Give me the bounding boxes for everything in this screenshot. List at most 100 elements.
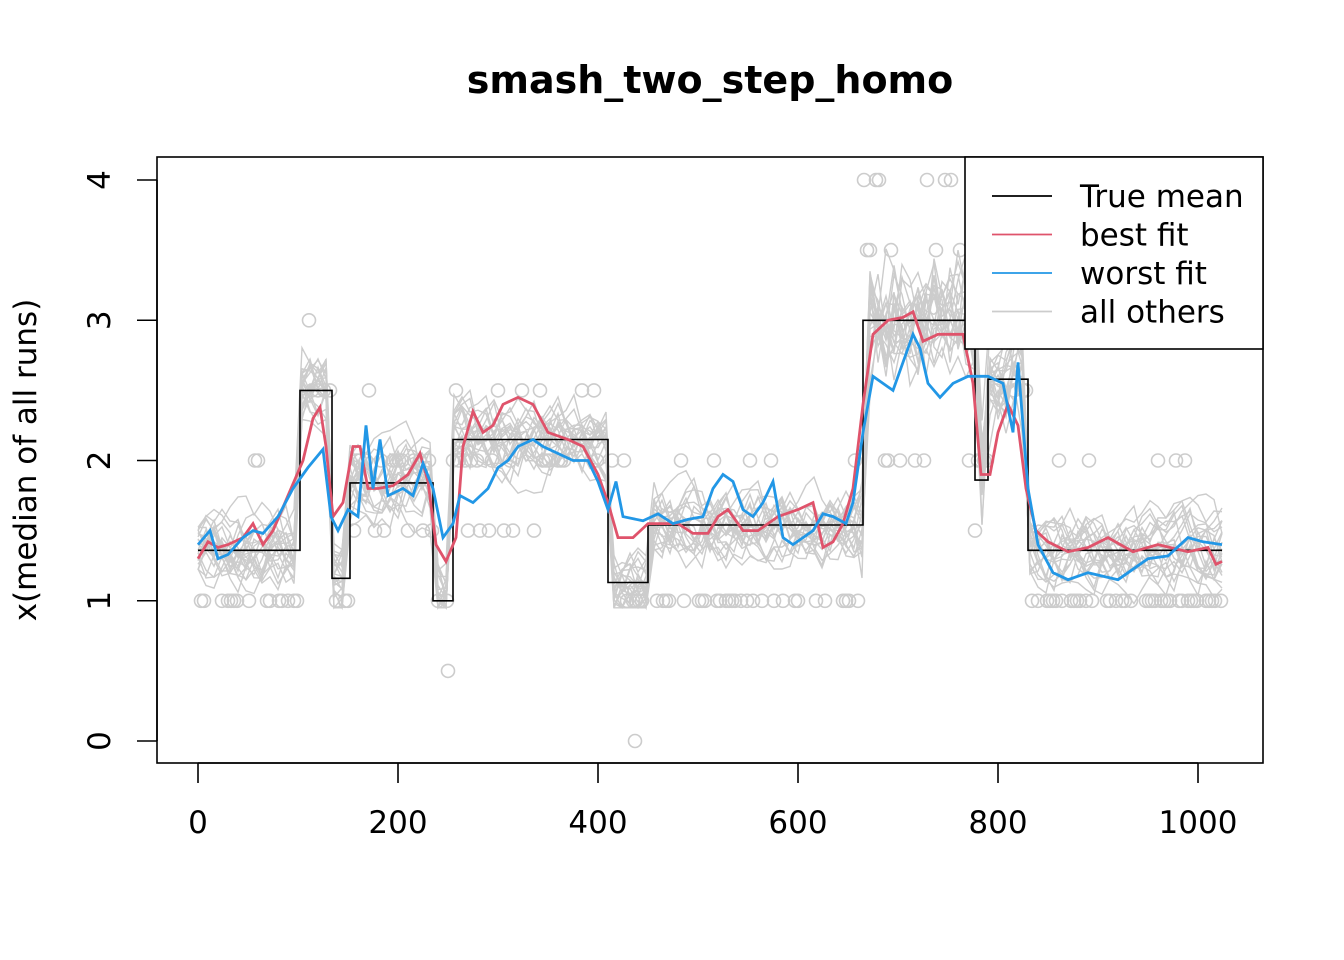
series-line-other <box>197 284 1223 592</box>
data-point <box>472 523 488 538</box>
x-tick-label: 800 <box>968 805 1027 841</box>
data-point <box>841 593 857 609</box>
data-point <box>808 593 824 609</box>
data-point <box>877 453 893 468</box>
data-point <box>697 593 713 609</box>
data-point <box>604 453 620 468</box>
data-point <box>490 383 506 398</box>
data-point <box>532 383 548 398</box>
data-point <box>262 593 278 609</box>
data-point <box>1162 593 1178 609</box>
data-point <box>1081 453 1097 468</box>
y-axis-label: x(median of all runs) <box>8 299 44 622</box>
data-point <box>340 593 356 609</box>
data-point <box>1024 593 1040 609</box>
data-point <box>862 242 878 258</box>
y-tick-label: 4 <box>82 170 118 190</box>
data-point <box>649 593 665 609</box>
data-point <box>928 242 944 258</box>
data-point <box>502 453 518 468</box>
data-point <box>627 733 643 749</box>
data-point <box>712 593 728 609</box>
data-point <box>457 453 473 468</box>
data-point <box>883 242 899 258</box>
data-point <box>394 453 410 468</box>
y-tick-label: 2 <box>82 451 118 471</box>
data-point <box>838 593 854 609</box>
data-point <box>673 453 689 468</box>
data-point <box>1078 593 1094 609</box>
data-point <box>1048 593 1064 609</box>
x-tick-label: 600 <box>768 805 827 841</box>
data-point <box>790 593 806 609</box>
legend-label: worst fit <box>1080 256 1207 292</box>
data-point <box>727 593 743 609</box>
data-point <box>440 663 456 679</box>
data-point <box>787 593 803 609</box>
data-point <box>868 172 884 188</box>
y-tick-label: 1 <box>82 591 118 611</box>
data-point <box>943 172 959 188</box>
data-point <box>1084 593 1100 609</box>
data-point <box>1189 593 1205 609</box>
data-point <box>856 172 872 188</box>
data-point <box>1054 593 1070 609</box>
x-tick-label: 400 <box>568 805 627 841</box>
data-point <box>937 172 953 188</box>
data-point <box>892 453 908 468</box>
data-point <box>376 523 392 538</box>
data-point <box>1108 593 1124 609</box>
y-tick-label: 3 <box>82 310 118 330</box>
data-point <box>880 453 896 468</box>
data-point <box>1168 453 1184 468</box>
data-point <box>484 453 500 468</box>
data-point <box>448 383 464 398</box>
data-point <box>1072 593 1088 609</box>
data-point <box>916 453 932 468</box>
series-line-best-fit <box>196 309 1223 567</box>
data-point <box>817 593 833 609</box>
data-point <box>1117 593 1133 609</box>
data-point <box>694 593 710 609</box>
data-point <box>229 593 245 609</box>
data-point <box>496 523 512 538</box>
data-point <box>850 593 866 609</box>
data-point <box>367 523 383 538</box>
data-point <box>907 453 923 468</box>
data-point <box>919 172 935 188</box>
data-point <box>619 593 635 609</box>
data-point <box>328 593 344 609</box>
data-point <box>1213 593 1229 609</box>
data-point <box>250 453 266 468</box>
data-point <box>967 523 983 538</box>
data-point <box>754 593 770 609</box>
data-point <box>274 593 290 609</box>
data-point <box>859 242 875 258</box>
data-point <box>346 523 362 538</box>
data-point <box>505 523 521 538</box>
data-point <box>1147 593 1163 609</box>
data-point <box>745 593 761 609</box>
data-point <box>289 593 305 609</box>
data-points-group <box>193 172 1229 749</box>
data-point <box>463 453 479 468</box>
data-point <box>661 593 677 609</box>
x-tick-label: 1000 <box>1159 805 1238 841</box>
data-point <box>1207 593 1223 609</box>
series-line-other <box>197 285 1223 609</box>
data-point <box>766 593 782 609</box>
data-point <box>358 453 374 468</box>
data-point <box>400 523 416 538</box>
x-tick-label: 200 <box>368 805 427 841</box>
series-line-other <box>197 295 1223 600</box>
legend-label: best fit <box>1080 218 1189 254</box>
data-point <box>196 593 212 609</box>
data-point <box>193 593 209 609</box>
data-point <box>352 453 368 468</box>
data-point <box>733 593 749 609</box>
data-point <box>586 383 602 398</box>
legend-box <box>964 156 1264 350</box>
data-point <box>1174 593 1190 609</box>
